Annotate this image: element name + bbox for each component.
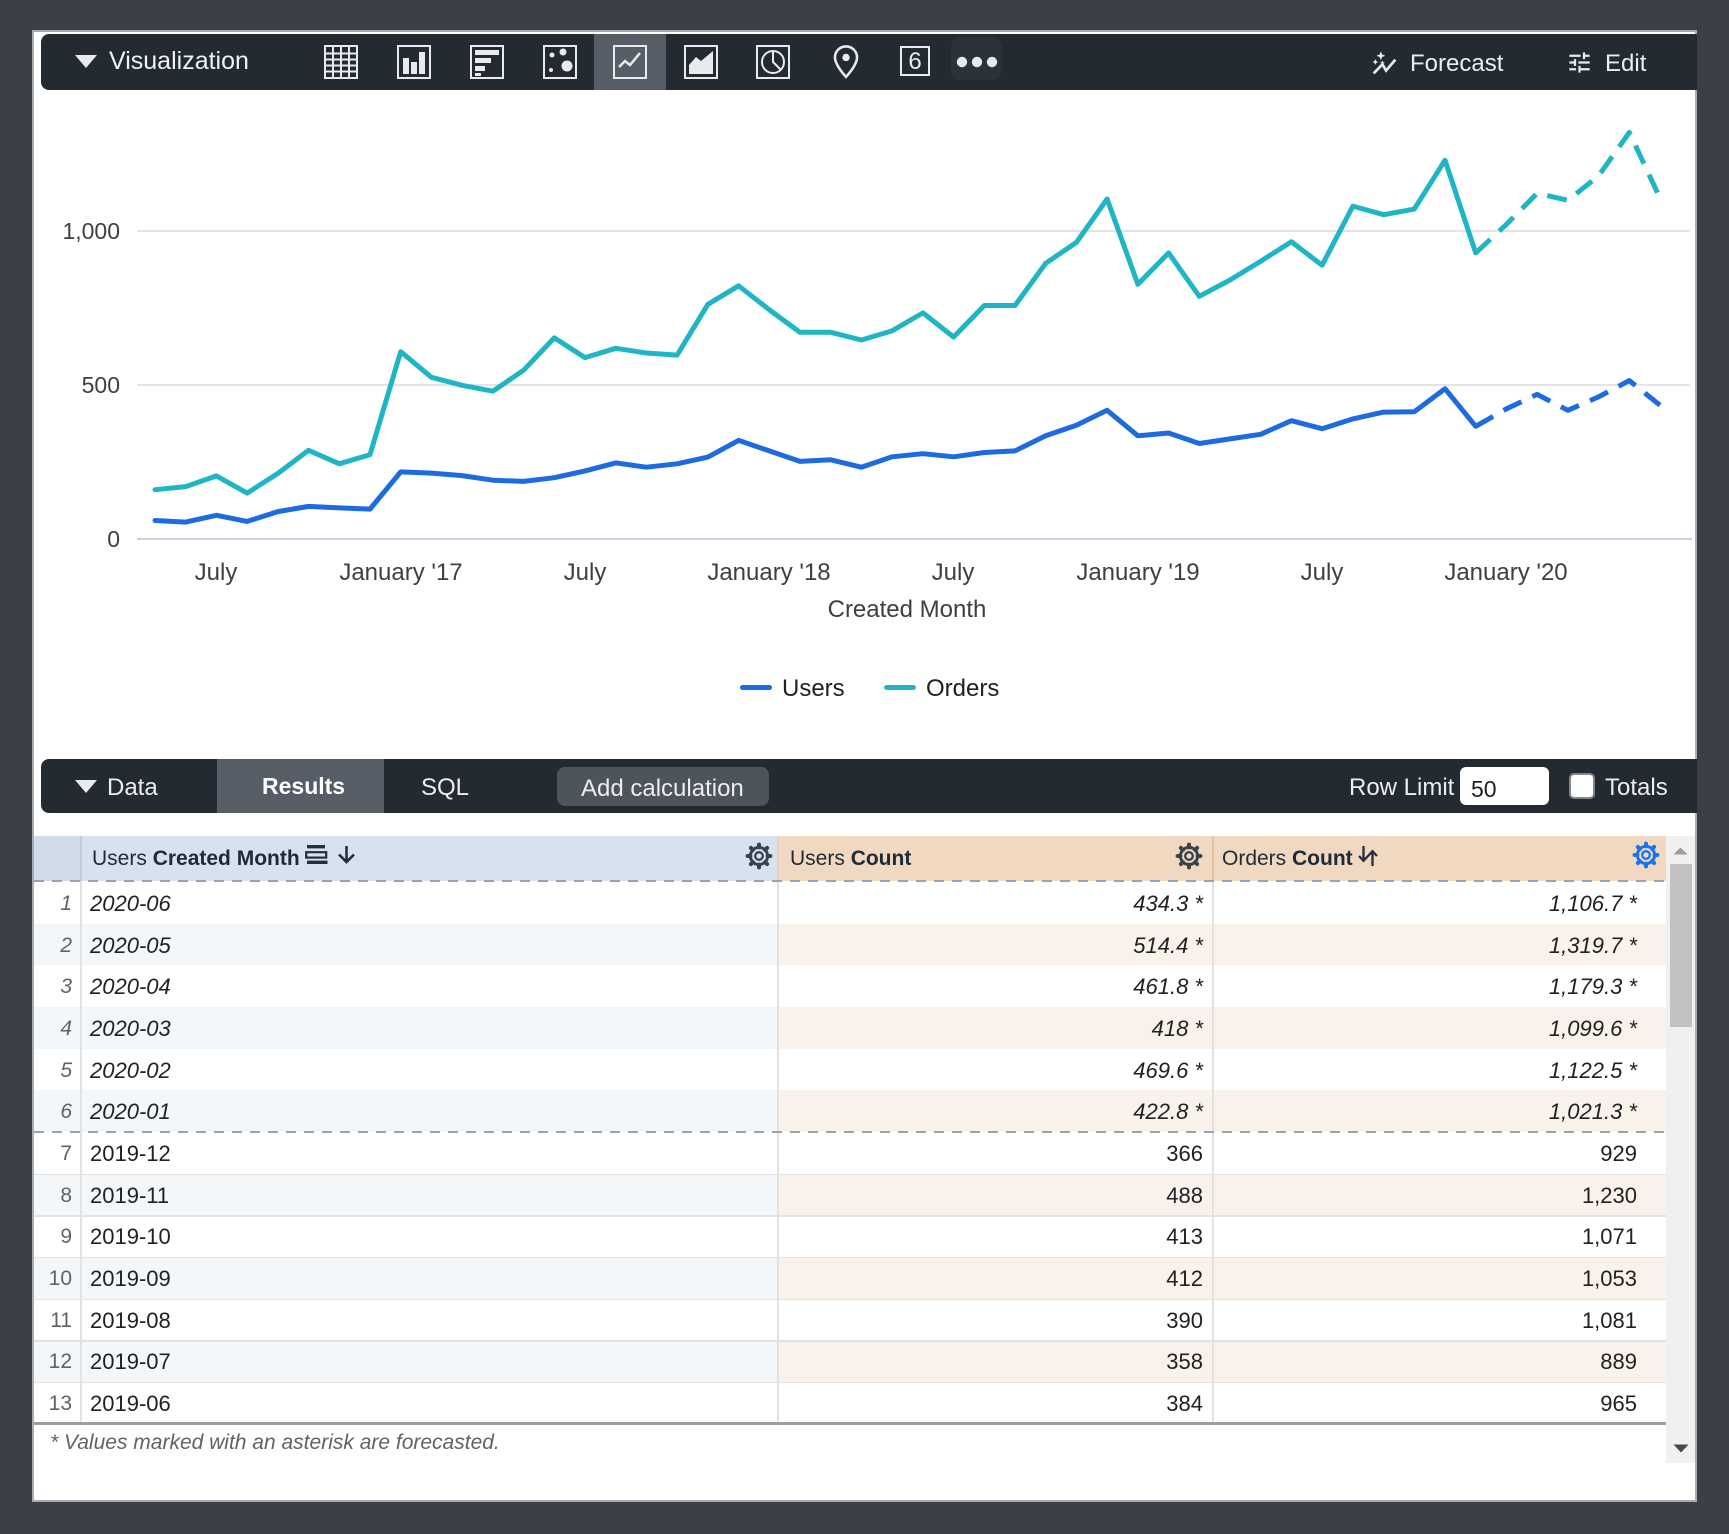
svg-text:January '19: January '19 [1076,559,1199,586]
svg-text:January '20: January '20 [1444,559,1567,586]
svg-text:July: July [195,559,238,586]
svg-text:July: July [932,559,975,586]
svg-text:1,000: 1,000 [62,218,120,244]
svg-text:July: July [1301,559,1344,586]
svg-text:January '18: January '18 [707,559,830,586]
svg-text:Created Month: Created Month [828,596,987,623]
svg-text:Users: Users [782,675,845,702]
svg-text:Orders: Orders [926,675,999,702]
svg-text:0: 0 [107,526,120,552]
svg-text:500: 500 [82,372,120,398]
svg-text:July: July [564,559,607,586]
svg-text:January '17: January '17 [339,559,462,586]
